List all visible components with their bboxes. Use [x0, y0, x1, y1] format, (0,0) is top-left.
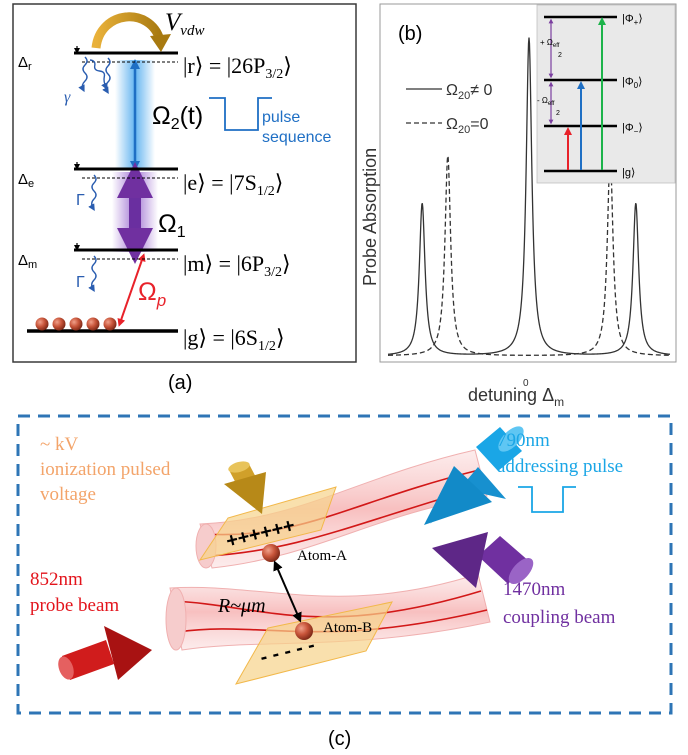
probe-arrow: [58, 626, 152, 680]
panel-a-frame: [12, 3, 357, 363]
panel-c-label: (c): [328, 728, 351, 750]
gamma-label: γ: [64, 89, 71, 106]
addressing-label-2: addressing pulse: [497, 456, 623, 477]
coupling-arrow: [432, 532, 534, 588]
chart-legend: Ω20≠ 0 Ω20=0: [406, 82, 492, 136]
atom-a-label: Atom-A: [297, 548, 347, 564]
inset-state-g: |g⟩: [622, 167, 635, 179]
ionization-label-1: ~ kV: [40, 434, 79, 455]
distance-arrow: [273, 560, 302, 623]
panel-a: Vvdw Δr Δe Δm γ Γ Γ Ω2(t) Ω1 Ωp pulse se…: [12, 3, 357, 394]
addressing-label-1: 790nm: [497, 430, 550, 451]
series-line-solid: [387, 37, 671, 355]
atom-b-label: Atom-B: [323, 620, 372, 636]
inset-gap-upper-den: 2: [558, 52, 562, 59]
panel-b-label: (b): [398, 23, 422, 45]
probe-label-2: probe beam: [30, 595, 119, 616]
beam-lower: [165, 573, 491, 651]
addressing-pulse-icon: [518, 486, 576, 513]
level-e: [74, 162, 178, 179]
pulse-label-2: sequence: [262, 129, 331, 146]
ket-m: |m⟩ = |6P3/2⟩: [183, 251, 291, 280]
Gamma-label-e: Γ: [76, 192, 85, 209]
inset-state-phi-minus: |Φ−⟩: [622, 122, 643, 136]
dressed-state-inset: + Ωeff 2 - Ωeff 2 |Φ+⟩ |Φ0⟩ |Φ−⟩ |g⟩: [536, 4, 676, 184]
pulse-label-1: pulse: [262, 109, 300, 126]
electrode-minus: [234, 601, 393, 685]
inset-background: [536, 4, 676, 184]
y-axis-label: Probe Absorption: [360, 148, 380, 286]
omega1-label: Ω1: [158, 210, 186, 241]
omegap-label: Ωp: [138, 278, 166, 310]
distance-label: R~μm: [217, 595, 266, 617]
interaction-label: Vvdw: [165, 9, 204, 39]
decay-r-1: [78, 56, 88, 93]
omegap-arrow: [117, 253, 146, 327]
probe-label-1: 852nm: [30, 569, 83, 590]
electrode-plus: [198, 486, 337, 561]
inset-gap-upper-label: + Ωeff: [540, 38, 560, 49]
decay-e: [88, 174, 97, 212]
x-tick-0: 0: [523, 378, 529, 389]
chart-curves: [387, 37, 671, 356]
ket-g: |g⟩ = |6S1/2⟩: [183, 325, 285, 354]
atom-b: [295, 622, 313, 640]
ground-atoms: [35, 317, 117, 331]
Gamma-label-m: Γ: [76, 274, 85, 291]
atom-a: [262, 544, 280, 562]
panel-c-frame: [16, 414, 673, 715]
inset-state-phi-0: |Φ0⟩: [622, 76, 642, 90]
inset-gap-lower-label: - Ωeff: [537, 96, 555, 107]
detuning-r: Δr: [18, 54, 32, 73]
omega2-label: Ω2(t): [152, 102, 203, 133]
panel-b-frame: [379, 3, 677, 363]
detuning-m: Δm: [18, 252, 37, 271]
coupling-label-1: 1470nm: [503, 579, 566, 600]
pulse-sequence-icon: [209, 97, 272, 131]
series-line-dashed: [387, 155, 671, 356]
decay-r-2: [89, 59, 108, 91]
panel-b: (b) Probe Absorption 0 detuning Δm Ω20≠ …: [360, 3, 677, 409]
legend-dashed-label: Ω20=0: [446, 116, 489, 136]
decay-r-3: [102, 57, 111, 95]
level-m: [74, 243, 178, 260]
legend-solid-label: Ω20≠ 0: [446, 82, 492, 102]
addressing-arrow: [424, 426, 524, 525]
vdw-interaction-arrow: [91, 12, 165, 49]
ionization-label-2: ionization pulsed: [40, 459, 171, 480]
ionization-arrow: [224, 461, 266, 514]
inset-state-phi-plus: |Φ+⟩: [622, 13, 643, 27]
vdw-arrowhead: [150, 34, 171, 52]
decay-m: [88, 255, 97, 293]
ionization-label-3: voltage: [40, 484, 96, 505]
panel-a-label: (a): [168, 372, 192, 394]
coupling-label-2: coupling beam: [503, 607, 616, 628]
x-axis-label: detuning Δm: [468, 385, 564, 409]
ket-e: |e⟩ = |7S1/2⟩: [183, 170, 283, 199]
panel-c: ++++++ - - - - - Atom-A Atom-B R~μm: [16, 414, 673, 750]
detuning-e: Δe: [18, 171, 34, 190]
ket-r: |r⟩ = |26P3/2⟩: [183, 53, 292, 82]
level-r: [74, 46, 178, 63]
inset-gap-lower-den: 2: [556, 110, 560, 117]
